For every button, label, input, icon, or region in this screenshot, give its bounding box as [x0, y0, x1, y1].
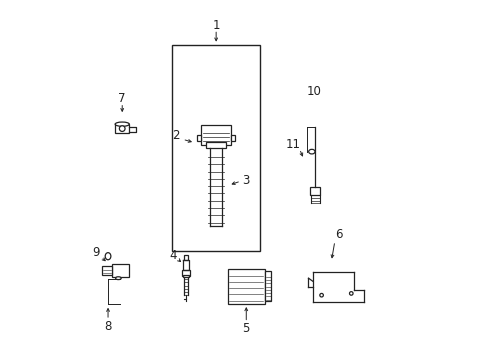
Bar — [171, 45, 260, 251]
Ellipse shape — [115, 122, 129, 126]
Text: 6: 6 — [334, 229, 342, 242]
Bar — [264, 271, 271, 301]
Ellipse shape — [119, 126, 125, 131]
Text: 5: 5 — [242, 321, 249, 335]
Bar — [102, 266, 111, 275]
Ellipse shape — [105, 253, 111, 260]
Text: 1: 1 — [212, 19, 220, 32]
Bar — [183, 256, 188, 260]
Text: 4: 4 — [169, 249, 177, 262]
Bar — [115, 124, 129, 133]
Bar — [231, 135, 235, 141]
Bar — [111, 264, 128, 278]
Ellipse shape — [115, 277, 121, 280]
Text: 8: 8 — [104, 320, 111, 333]
Bar — [310, 187, 320, 195]
Text: 10: 10 — [305, 85, 321, 98]
Bar — [206, 142, 225, 148]
Bar — [183, 275, 189, 277]
Bar — [197, 135, 201, 141]
Bar — [201, 125, 231, 145]
Text: 7: 7 — [118, 92, 126, 105]
Text: 2: 2 — [171, 129, 179, 142]
Ellipse shape — [308, 149, 314, 154]
Bar — [182, 270, 189, 276]
Text: 3: 3 — [242, 174, 249, 186]
Text: 11: 11 — [285, 138, 300, 151]
Bar — [227, 269, 264, 304]
Text: 9: 9 — [92, 246, 99, 259]
